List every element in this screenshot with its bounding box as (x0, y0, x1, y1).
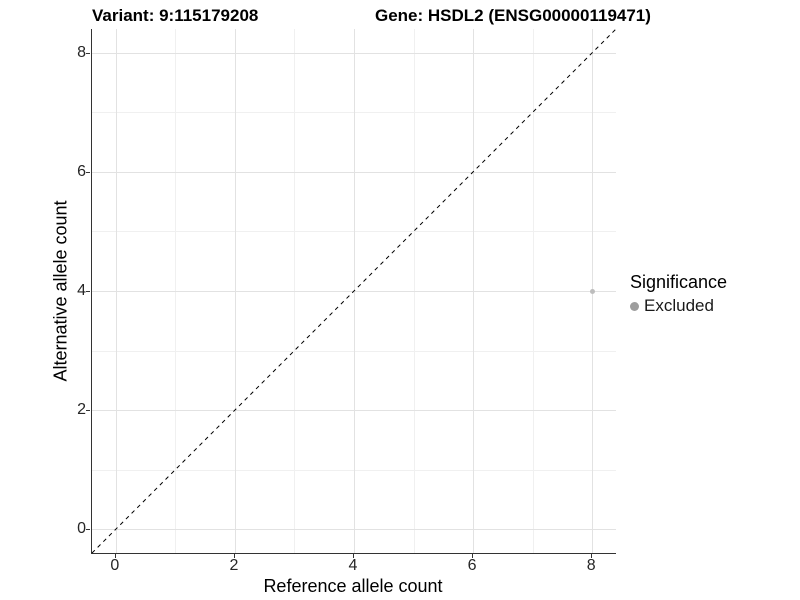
data-point-excluded (589, 288, 595, 294)
y-gridline-major (92, 52, 616, 54)
x-axis-tick (472, 554, 474, 558)
y-tick-label: 6 (77, 162, 86, 180)
legend-title: Significance (630, 272, 728, 292)
x-axis-tick (114, 554, 116, 558)
y-axis-tick (86, 52, 90, 54)
y-tick-label: 2 (77, 401, 86, 419)
x-axis-title: Reference allele count (263, 576, 443, 596)
plot-title-gene: Gene: HSDL2 (ENSG00000119471) (375, 6, 651, 25)
legend-item-label: Excluded (644, 296, 714, 315)
chart-panel (91, 28, 617, 554)
plot-title-variant: Variant: 9:115179208 (92, 6, 259, 25)
y-tick-label: 8 (77, 43, 86, 61)
x-tick-label: 6 (467, 557, 477, 574)
x-tick-label: 2 (229, 557, 239, 574)
y-axis-tick (86, 291, 90, 292)
x-axis-tick (353, 554, 354, 558)
x-tick-label: 4 (348, 557, 358, 574)
legend-item-excluded: Excluded (630, 296, 727, 316)
y-gridline-major (92, 171, 616, 173)
legend-key-dot-icon (630, 301, 639, 311)
y-gridline-major (92, 410, 616, 412)
x-axis-tick (591, 554, 593, 558)
y-tick-label: 0 (77, 520, 86, 538)
x-tick-label: 8 (586, 557, 596, 574)
y-axis-tick (86, 171, 90, 173)
y-axis-tick (86, 529, 90, 531)
x-axis-tick (233, 554, 235, 558)
y-gridline-major (92, 529, 616, 531)
identity-line-svg (91, 28, 617, 554)
y-axis-tick (86, 410, 90, 412)
identity-line (91, 28, 617, 554)
y-tick-label: 4 (77, 282, 86, 299)
legend: Significance Excluded (630, 272, 727, 316)
x-tick-label: 0 (110, 557, 120, 574)
